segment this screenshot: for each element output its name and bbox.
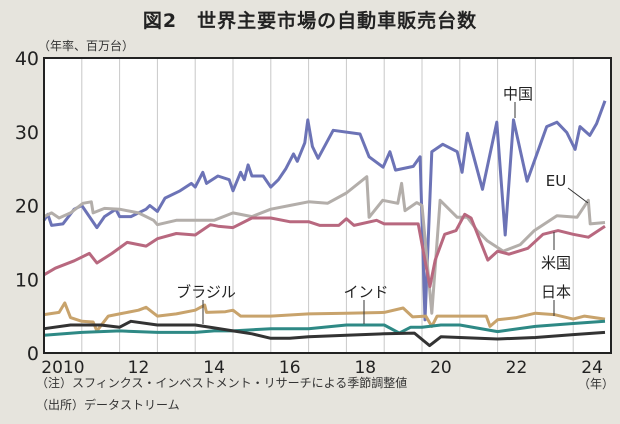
- series-label: ブラジル: [176, 283, 236, 301]
- x-tick-label: 14: [203, 358, 225, 378]
- series-line-米国: [43, 212, 606, 289]
- y-tick-label: 40: [15, 48, 39, 70]
- series-line-インド: [43, 319, 606, 337]
- x-axis-label: （年）: [578, 377, 614, 391]
- plot-frame: [43, 57, 612, 354]
- y-tick-label: 30: [15, 122, 39, 144]
- x-tick-label: 24: [581, 358, 603, 378]
- y-tick-label: 20: [15, 196, 39, 218]
- y-tick-label: 10: [15, 269, 39, 291]
- x-tick-label: 2010: [41, 358, 84, 378]
- plot-area: [44, 58, 611, 353]
- x-tick-label: 12: [128, 358, 150, 378]
- x-tick-label: 18: [354, 358, 376, 378]
- series-label: 中国: [503, 85, 533, 103]
- series-line-日本: [43, 301, 606, 333]
- series-label: 日本: [541, 283, 571, 301]
- source: （出所）データストリーム: [36, 398, 180, 412]
- chart-title: 図2 世界主要市場の自動車販売台数: [142, 10, 478, 32]
- series-label: インド: [343, 283, 388, 301]
- series-line-中国: [42, 100, 607, 322]
- y-tick-label: 0: [27, 343, 39, 365]
- x-tick-label: 20: [430, 358, 452, 378]
- y-axis-label: （年率、百万台）: [38, 38, 134, 53]
- series-label: 米国: [541, 254, 571, 272]
- series-line-ブラジル: [43, 319, 606, 348]
- x-tick-label: 16: [279, 358, 301, 378]
- series-line-EU: [43, 175, 606, 315]
- x-tick-label: 22: [506, 358, 528, 378]
- series-label-leader: [567, 187, 589, 204]
- series-label: EU: [546, 172, 566, 190]
- note: （注）スフィンクス・インベストメント・リサーチによる季節調整値: [36, 376, 408, 390]
